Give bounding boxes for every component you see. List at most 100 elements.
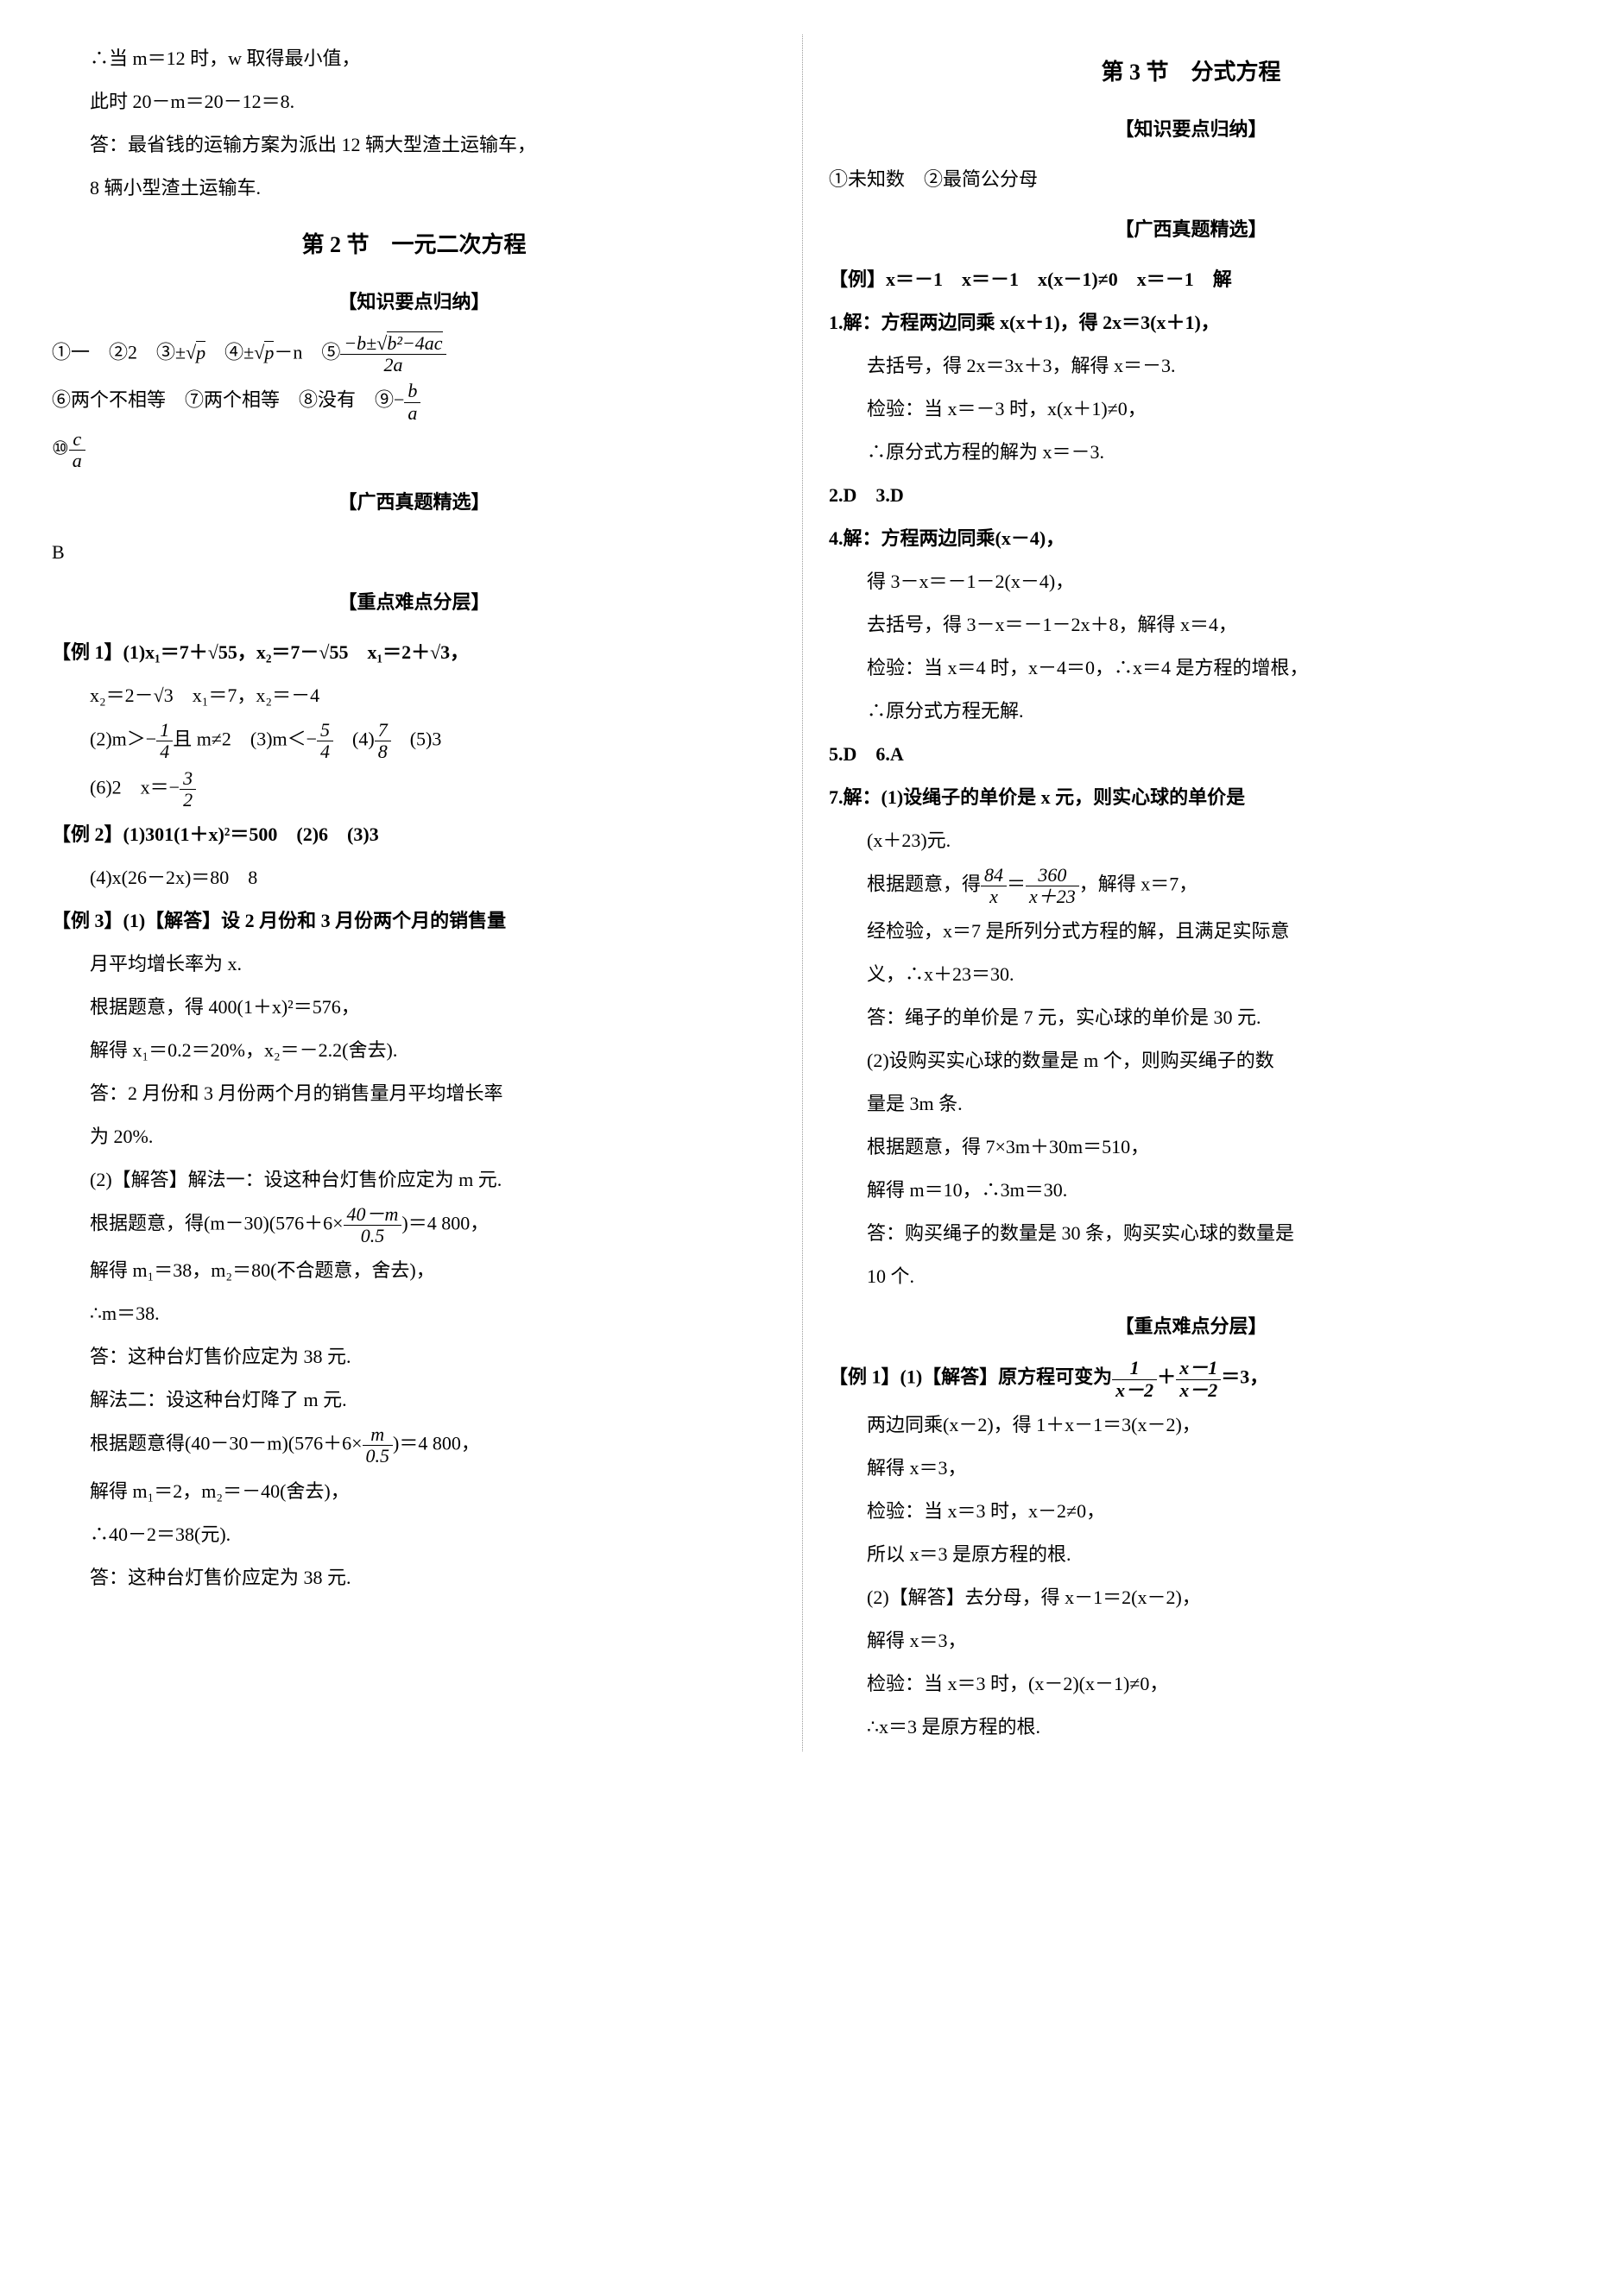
knowledge-point-line: ⑥两个不相等 ⑦两个相等 ⑧没有 ⑨−ba <box>52 381 776 423</box>
numerator: x－1 <box>1176 1358 1221 1379</box>
numerator: 40－m <box>344 1204 402 1226</box>
numerator: 1 <box>156 720 173 741</box>
text-line: 答：购买绳子的数量是 30 条，购买实心球的数量是 <box>829 1214 1553 1252</box>
text: ⑥两个不相等 ⑦两个相等 ⑧没有 ⑨− <box>52 389 404 411</box>
section-header: 【知识要点归纳】 <box>829 110 1553 148</box>
fraction: ba <box>404 381 420 423</box>
denominator: 2a <box>340 355 445 375</box>
fraction: m0.5 <box>363 1424 394 1467</box>
example-line: 答：这种台灯售价应定为 38 元. <box>52 1338 776 1376</box>
text-line: 所以 x＝3 是原方程的根. <box>829 1536 1553 1574</box>
example-line: 答：2 月份和 3 月份两个月的销售量月平均增长率 <box>52 1075 776 1113</box>
text: (5)3 <box>391 729 442 750</box>
text-line: 10 个. <box>829 1258 1553 1296</box>
text: 根据题意得(40－30－m)(576＋6× <box>90 1433 363 1454</box>
example-line: 为 20%. <box>52 1118 776 1156</box>
fraction: 14 <box>156 720 173 762</box>
denominator: 4 <box>317 741 333 762</box>
text: ⑩ <box>52 437 69 458</box>
section-header: 【知识要点归纳】 <box>52 283 776 321</box>
page-layout: ∴当 m＝12 时，w 取得最小值， 此时 20－m＝20－12＝8. 答：最省… <box>26 35 1579 1751</box>
fraction: 40－m0.5 <box>344 1204 402 1246</box>
example-line: (4)x(26－2x)＝80 8 <box>52 859 776 897</box>
section-3-title: 第 3 节 分式方程 <box>829 50 1553 95</box>
text: )＝4 800， <box>401 1213 489 1234</box>
denominator: a <box>69 451 85 471</box>
text: (4) <box>333 729 375 750</box>
section-header: 【重点难点分层】 <box>829 1308 1553 1346</box>
section-header: 【广西真题精选】 <box>52 483 776 521</box>
denominator: 0.5 <box>363 1446 394 1467</box>
radicand: b²−4ac <box>387 331 442 354</box>
text-line: 去括号，得 2x＝3x＋3，解得 x＝－3. <box>829 347 1553 385</box>
text: ①一 ②2 ③± <box>52 342 186 363</box>
text: 【例 1】(1)【解答】原方程可变为 <box>829 1366 1112 1388</box>
numerator: 1 <box>1112 1358 1157 1379</box>
fraction: −b±√b²−4ac2a <box>340 333 445 375</box>
text-line: 得 3－x＝－1－2(x－4)， <box>829 563 1553 601</box>
numerator: 360 <box>1026 865 1079 886</box>
text-line: 检验：当 x＝3 时，(x－2)(x－1)≠0， <box>829 1665 1553 1703</box>
numerator: b <box>404 381 420 402</box>
text-line: 检验：当 x＝4 时，x－4＝0，∴x＝4 是方程的增根， <box>829 649 1553 687</box>
fraction: 1x－2 <box>1112 1358 1157 1400</box>
example-line: 根据题意，得 400(1＋x)²＝576， <box>52 988 776 1026</box>
example-line: 答：这种台灯售价应定为 38 元. <box>52 1559 776 1597</box>
text: 根据题意，得 <box>867 874 981 895</box>
denominator: a <box>404 403 420 424</box>
text: ＋ <box>1157 1366 1176 1388</box>
section-header: 【重点难点分层】 <box>52 583 776 621</box>
example-1r-line: 【例 1】(1)【解答】原方程可变为1x－2＋x－1x－2＝3， <box>829 1358 1553 1400</box>
answer: B <box>52 533 776 571</box>
knowledge-point-line: ⑩ca <box>52 429 776 471</box>
denominator: x＋23 <box>1026 886 1079 907</box>
example-line: 根据题意得(40－30－m)(576＋6×m0.5)＝4 800， <box>52 1424 776 1467</box>
example-line: ∴m＝38. <box>52 1295 776 1333</box>
text-line: (2)【解答】去分母，得 x－1＝2(x－2)， <box>829 1579 1553 1617</box>
question-1: 1.解：方程两边同乘 x(x＋1)，得 2x＝3(x＋1)， <box>829 304 1553 342</box>
fraction: 360x＋23 <box>1026 865 1079 907</box>
example-gx: 【例】x＝－1 x＝－1 x(x－1)≠0 x＝－1 解 <box>829 261 1553 299</box>
question-7: 7.解：(1)设绳子的单价是 x 元，则实心球的单价是 <box>829 779 1553 817</box>
example-line: x₂＝2－√3 x₁＝7，x₂＝－4 <box>52 677 776 715</box>
text-line: 两边同乘(x－2)，得 1＋x－1＝3(x－2)， <box>829 1406 1553 1444</box>
text-line: 根据题意，得 7×3m＋30m＝510， <box>829 1128 1553 1166</box>
example-line: ∴40－2＝38(元). <box>52 1516 776 1554</box>
text: )＝4 800， <box>393 1433 480 1454</box>
text: ＝ <box>1007 874 1026 895</box>
text: ，解得 x＝7， <box>1079 874 1198 895</box>
text-line: 解得 x＝3， <box>829 1622 1553 1660</box>
left-column: ∴当 m＝12 时，w 取得最小值， 此时 20－m＝20－12＝8. 答：最省… <box>26 35 803 1751</box>
numerator: c <box>69 429 85 451</box>
radicand: p <box>264 341 274 363</box>
text-line: 解得 m＝10，∴3m＝30. <box>829 1171 1553 1209</box>
text-line: 答：绳子的单价是 7 元，实心球的单价是 30 元. <box>829 999 1553 1037</box>
knowledge-point-line: ①一 ②2 ③±√p ④±√p－n ⑤−b±√b²−4ac2a <box>52 333 776 375</box>
text-line: 此时 20－m＝20－12＝8. <box>52 83 776 121</box>
fraction: 54 <box>317 720 333 762</box>
example-2-line: 【例 2】(1)301(1＋x)²＝500 (2)6 (3)3 <box>52 816 776 854</box>
text-line: 经检验，x＝7 是所列分式方程的解，且满足实际意 <box>829 912 1553 950</box>
example-line: 解法二：设这种台灯降了 m 元. <box>52 1381 776 1419</box>
numerator: 84 <box>981 865 1007 886</box>
example-line: (2)【解答】解法一：设这种台灯售价应定为 m 元. <box>52 1161 776 1199</box>
text-line: 义，∴x＋23＝30. <box>829 956 1553 993</box>
example-3-line: 【例 3】(1)【解答】设 2 月份和 3 月份两个月的销售量 <box>52 902 776 940</box>
section-2-title: 第 2 节 一元二次方程 <box>52 223 776 268</box>
text-line: ∴原分式方程无解. <box>829 692 1553 730</box>
example-line: 解得 x₁＝0.2＝20%，x₂＝－2.2(舍去). <box>52 1031 776 1069</box>
text-line: (2)设购买实心球的数量是 m 个，则购买绳子的数 <box>829 1042 1553 1080</box>
fraction: x－1x－2 <box>1176 1358 1221 1400</box>
example-line: 解得 m₁＝38，m₂＝80(不合题意，舍去)， <box>52 1252 776 1290</box>
numerator: m <box>363 1424 394 1446</box>
denominator: x <box>981 886 1007 907</box>
text-line: (x＋23)元. <box>829 822 1553 860</box>
numerator-pre: −b± <box>344 332 376 354</box>
fraction: 32 <box>180 768 196 811</box>
example-line: (2)m＞−14且 m≠2 (3)m＜−54 (4)78 (5)3 <box>52 720 776 762</box>
text: －n ⑤ <box>274 342 340 363</box>
example-line: (6)2 x＝−32 <box>52 768 776 811</box>
example-line: 月平均增长率为 x. <box>52 945 776 983</box>
radicand: p <box>196 341 205 363</box>
text-line: 检验：当 x＝－3 时，x(x＋1)≠0， <box>829 390 1553 428</box>
